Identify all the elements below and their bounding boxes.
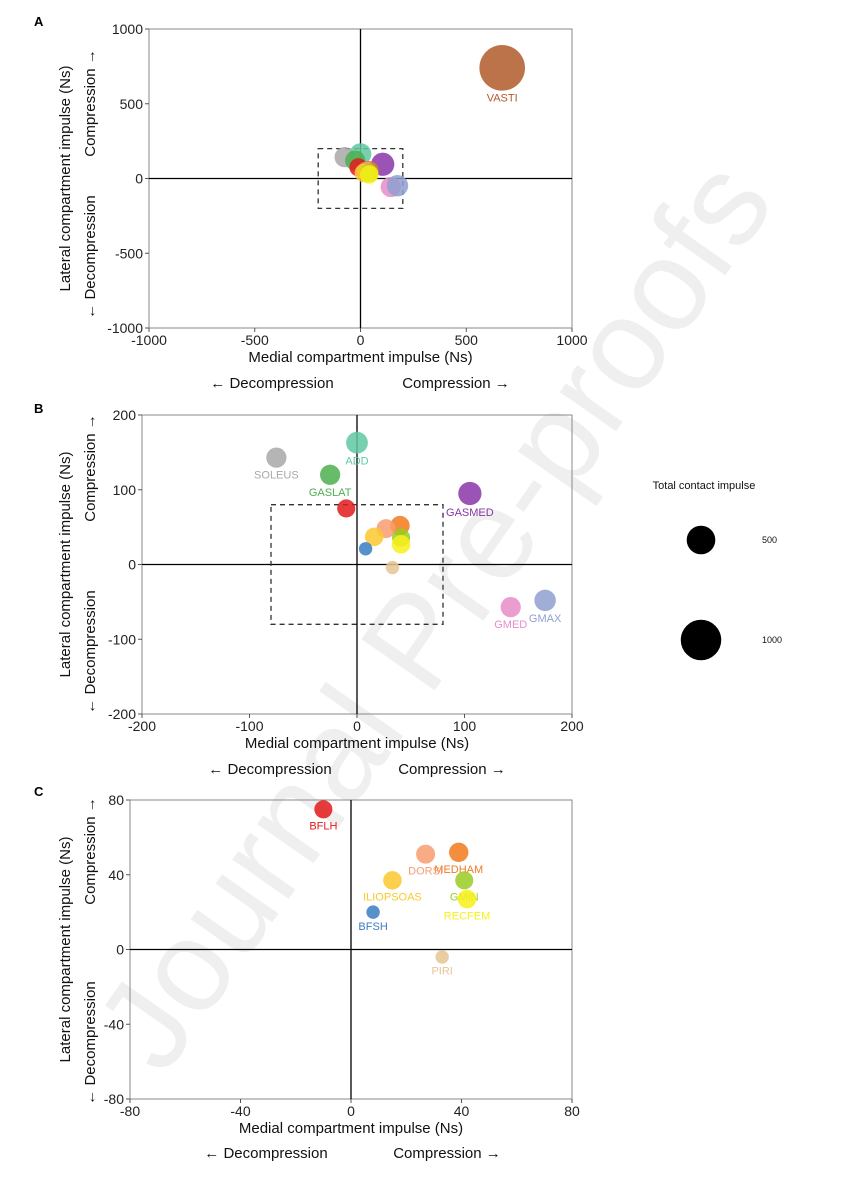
point-bflh xyxy=(337,499,356,518)
point-gaslat xyxy=(320,464,341,485)
x-tick-label: 200 xyxy=(560,718,584,734)
legend-circle-1000 xyxy=(680,619,722,661)
x-arrow-compression: Compression → xyxy=(393,1145,501,1162)
x-axis-title: Medial compartment impulse (Ns) xyxy=(239,1120,463,1137)
y-axis-title: Lateral compartment impulse (Ns) xyxy=(57,452,74,678)
x-tick-label: -500 xyxy=(241,332,269,348)
panel-letter: C xyxy=(34,784,44,799)
y-arrow-decompression: ← Decompression xyxy=(82,590,99,713)
y-tick-label: 0 xyxy=(128,557,136,573)
x-tick-label: 40 xyxy=(454,1103,470,1119)
y-tick-label: 100 xyxy=(113,482,137,498)
y-tick-label: 80 xyxy=(108,792,124,808)
panel-c: C -80 -40 0 40 80 -80 -40 0 40 80 Medial compartmen… xyxy=(34,784,580,1162)
y-tick-label: 0 xyxy=(116,942,124,958)
legend-label-1000: 1000 xyxy=(762,635,782,645)
point-vasti xyxy=(479,45,526,91)
x-tick-label: 500 xyxy=(455,332,479,348)
point-label-bflh: BFLH xyxy=(309,820,337,832)
point-label-gaslat: GASLAT xyxy=(309,487,352,499)
y-tick-label: 200 xyxy=(113,407,137,423)
point-medham xyxy=(449,842,469,863)
point-gmin xyxy=(455,871,474,890)
point-bfsh xyxy=(366,905,380,919)
zoom-inset-box xyxy=(270,504,444,625)
y-tick-label: -200 xyxy=(108,706,136,722)
point-iliopsoas xyxy=(364,527,384,547)
y-tick-label: 40 xyxy=(108,867,124,883)
y-tick-label: -1000 xyxy=(107,320,143,336)
y-tick-label: 0 xyxy=(135,171,143,187)
point-label-soleus: SOLEUS xyxy=(254,470,299,482)
x-tick-label: 0 xyxy=(353,718,361,734)
y-axis-title: Lateral compartment impulse (Ns) xyxy=(57,837,74,1063)
y-arrow-decompression: ← Decompression xyxy=(82,981,99,1104)
legend-circle-500 xyxy=(686,525,716,555)
x-tick-label: 1000 xyxy=(556,332,587,348)
point-recfem xyxy=(457,889,477,909)
point-label-bfsh: BFSH xyxy=(358,921,387,933)
x-tick-label: 100 xyxy=(453,718,477,734)
point-label-gasmed: GASMED xyxy=(446,507,494,519)
point-gmax xyxy=(534,589,556,612)
point-label-medham: MEDHAM xyxy=(434,864,483,876)
panel-letter: B xyxy=(34,401,43,416)
x-arrow-compression: Compression → xyxy=(402,375,510,392)
y-tick-label: -40 xyxy=(104,1016,124,1032)
x-tick-label: -80 xyxy=(120,1103,140,1119)
panel-b: B -200 -100 0 100 200 -200 -100 0 100 200 Medial co… xyxy=(34,401,584,778)
y-tick-label: -100 xyxy=(108,631,136,647)
x-axis-title: Medial compartment impulse (Ns) xyxy=(248,349,472,366)
x-tick-label: 80 xyxy=(564,1103,580,1119)
point-bflh xyxy=(314,800,333,819)
point-label-piri: PIRI xyxy=(431,966,452,978)
x-tick-label: -200 xyxy=(128,718,156,734)
point-piri xyxy=(385,560,400,575)
point-iliopsoas xyxy=(383,871,402,890)
point-label-gmax: GMAX xyxy=(529,613,562,625)
point-gasmed xyxy=(458,481,482,506)
x-tick-label: 0 xyxy=(347,1103,355,1119)
y-tick-label: -500 xyxy=(115,245,143,261)
panel-a: A -1000 -500 0 500 1000 -1000 -500 0 500 1000 Media… xyxy=(34,14,588,392)
x-axis-title: Medial compartment impulse (Ns) xyxy=(245,735,469,752)
y-arrow-compression: Compression → xyxy=(82,414,99,522)
point-label-iliopsoas: ILIOPSOAS xyxy=(363,892,422,904)
y-arrow-decompression: ← Decompression xyxy=(82,195,99,318)
point-recfem xyxy=(359,165,379,184)
point-label-dorsi: DORSI xyxy=(408,866,443,878)
point-dorsi xyxy=(416,844,436,864)
y-arrow-compression: Compression → xyxy=(82,797,99,905)
size-legend: Total contact impulse 500 1000 xyxy=(653,480,782,661)
x-arrow-compression: Compression → xyxy=(398,761,506,778)
point-soleus xyxy=(266,447,287,468)
point-gmax xyxy=(386,174,409,197)
point-add xyxy=(346,431,368,454)
panel-letter: A xyxy=(34,14,44,29)
y-tick-label: 500 xyxy=(120,96,144,112)
x-tick-label: 0 xyxy=(357,332,365,348)
legend-title: Total contact impulse xyxy=(653,480,756,492)
point-label-vasti: VASTI xyxy=(487,93,518,105)
y-axis-title: Lateral compartment impulse (Ns) xyxy=(57,66,74,292)
x-arrow-decompression: ← Decompression xyxy=(208,761,331,778)
point-recfem xyxy=(391,535,411,554)
point-gmed xyxy=(500,596,521,618)
x-tick-label: -100 xyxy=(235,718,263,734)
point-label-gmed: GMED xyxy=(494,619,527,631)
point-piri xyxy=(435,950,449,964)
x-arrow-decompression: ← Decompression xyxy=(204,1145,327,1162)
legend-label-500: 500 xyxy=(762,535,777,545)
point-label-add: ADD xyxy=(345,456,368,468)
y-tick-label: 1000 xyxy=(112,21,143,37)
point-label-recfem: RECFEM xyxy=(444,910,490,922)
x-tick-label: -40 xyxy=(230,1103,250,1119)
point-bfsh xyxy=(358,542,373,556)
x-arrow-decompression: ← Decompression xyxy=(210,375,333,392)
y-tick-label: -80 xyxy=(104,1091,124,1107)
y-arrow-compression: Compression → xyxy=(82,49,99,157)
x-tick-label: -1000 xyxy=(131,332,167,348)
